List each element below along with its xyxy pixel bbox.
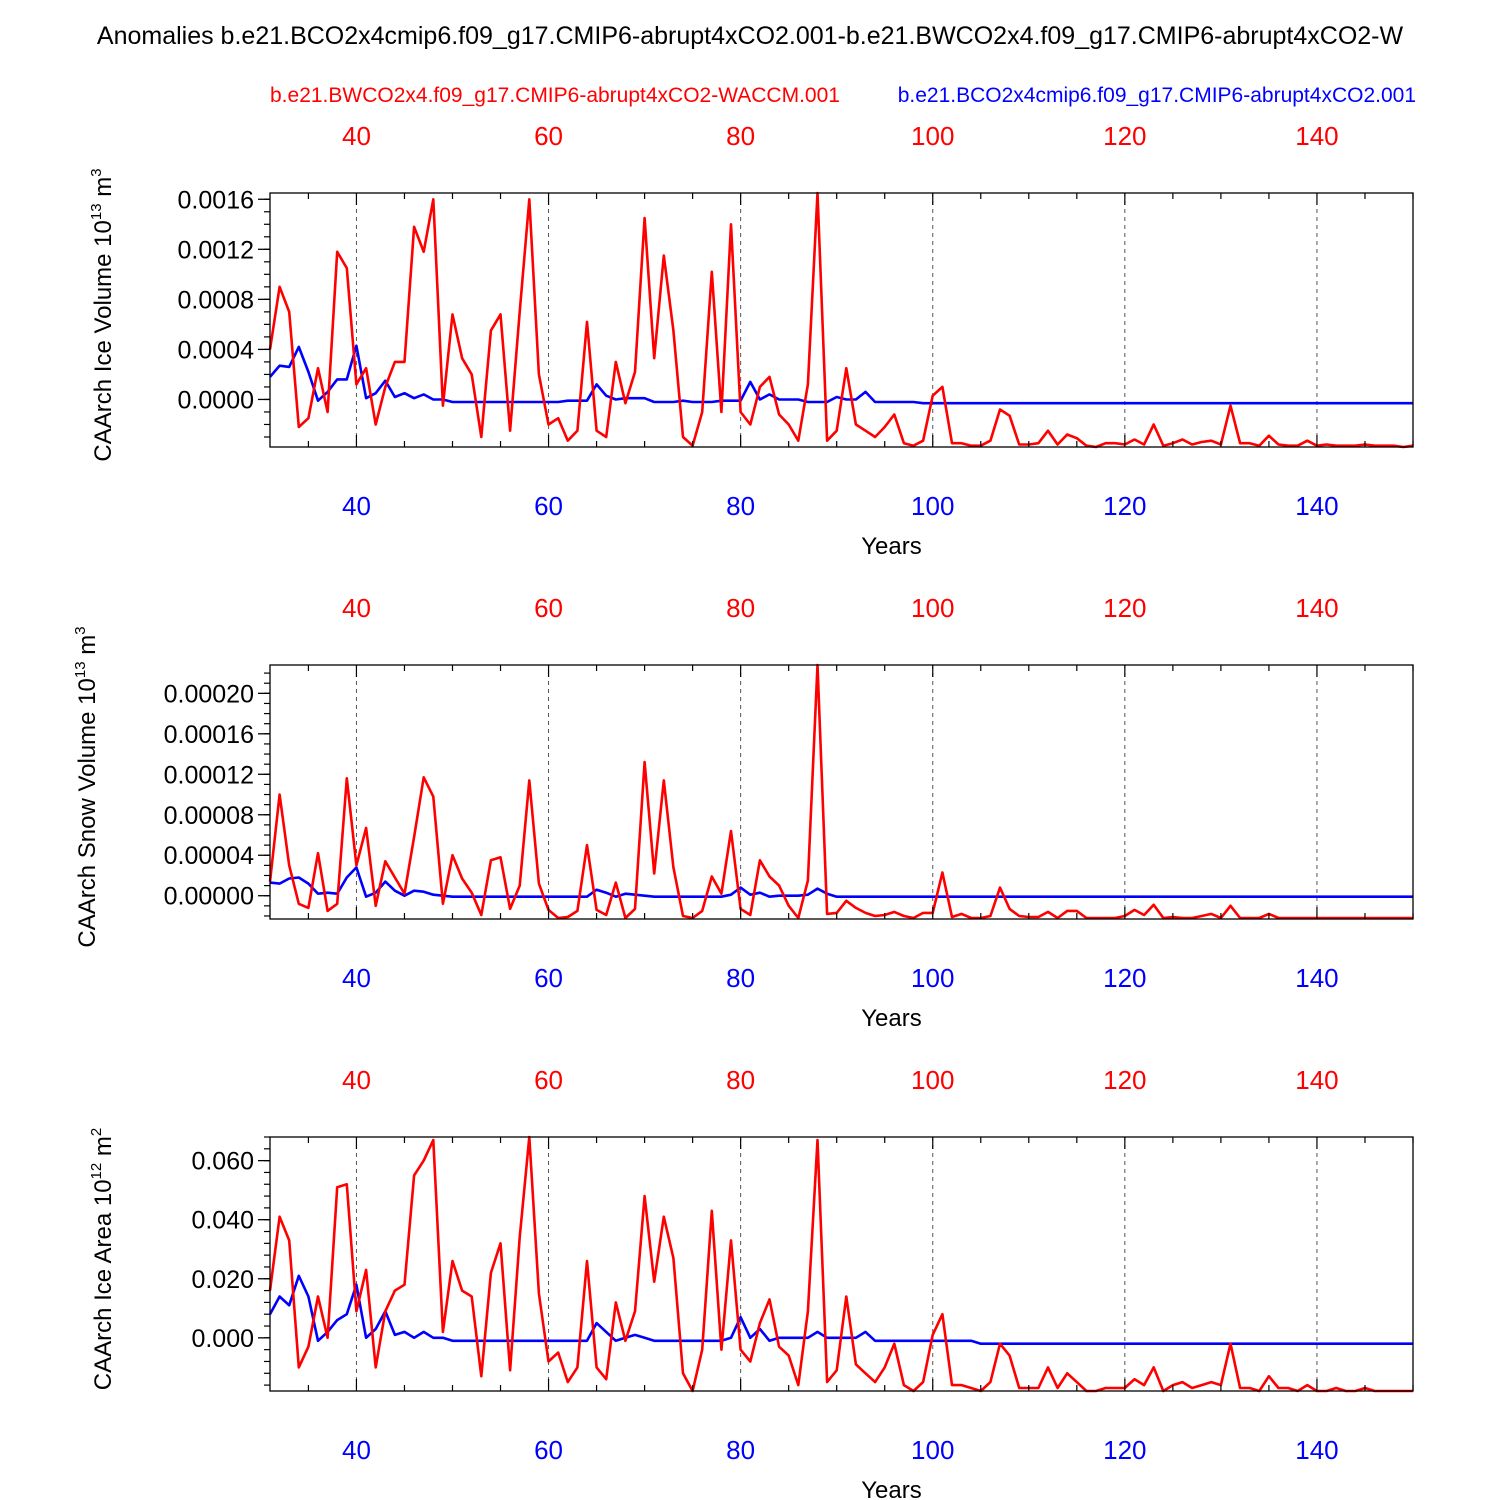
x-tick-label-bottom: 100: [911, 491, 954, 521]
y-tick-label: 0.0016: [178, 186, 254, 214]
x-tick-label-top: 40: [342, 121, 371, 151]
y-axis-title-superscript: 13: [88, 203, 105, 220]
series-line-red: [268, 191, 1414, 449]
y-tick-label: 0.00016: [164, 721, 254, 749]
x-tick-label-bottom: 60: [534, 1435, 563, 1465]
y-tick-label: 0.00012: [164, 761, 254, 789]
x-tick-label-top: 80: [726, 121, 755, 151]
x-tick-label-bottom: 40: [342, 963, 371, 993]
x-tick-label-bottom: 140: [1295, 491, 1338, 521]
x-tick-label-bottom: 60: [534, 491, 563, 521]
legend-red-label: b.e21.BWCO2x4.f09_g17.CMIP6-abrupt4xCO2-…: [270, 84, 840, 107]
y-tick-label: 0.060: [191, 1148, 254, 1176]
x-tick-label-top: 60: [534, 593, 563, 623]
x-tick-label-bottom: 120: [1103, 1435, 1146, 1465]
x-tick-label-bottom: 140: [1295, 963, 1338, 993]
x-tick-label-bottom: 80: [726, 963, 755, 993]
x-tick-label-bottom: 100: [911, 963, 954, 993]
y-axis-title: CAArch Snow Volume 1013 m3: [72, 626, 101, 947]
y-tick-label: 0.00000: [164, 883, 254, 911]
panel-3: 0.000 0.020 0.040 0.060 40 40 60 60 80 80 100 100 12…: [88, 1065, 1414, 1500]
x-tick-label-top: 60: [534, 121, 563, 151]
x-tick-label-bottom: 100: [911, 1435, 954, 1465]
y-axis-title-part: CAArch Ice Volume 10: [90, 220, 117, 461]
x-tick-label-bottom: 40: [342, 1435, 371, 1465]
legend-blue-label: b.e21.BCO2x4cmip6.f09_g17.CMIP6-abrupt4x…: [898, 84, 1416, 107]
y-axis-title-part: m: [90, 1136, 117, 1163]
plot-frame: [269, 1136, 1414, 1392]
x-tick-label-top: 120: [1103, 593, 1146, 623]
x-tick-label-top: 140: [1295, 1065, 1338, 1095]
x-tick-label-top: 60: [534, 1065, 563, 1095]
y-tick-label: 0.00008: [164, 802, 254, 830]
y-axis-title: CAArch Ice Area 1012 m2: [88, 1128, 117, 1390]
plot-frame: [269, 664, 1414, 920]
y-tick-label: 0.0008: [178, 286, 254, 314]
y-axis-title-superscript: 13: [72, 661, 89, 678]
y-tick-label: 0.00004: [164, 842, 254, 870]
y-axis-title: CAArch Ice Volume 1013 m3: [88, 168, 117, 461]
panel-2: 0.00000 0.00004 0.00008 0.00012 0.00016 0.000…: [72, 593, 1414, 1032]
y-axis-title-superscript: 3: [72, 626, 89, 634]
y-axis-title-superscript: 3: [88, 168, 105, 176]
y-tick-label: 0.0012: [178, 236, 254, 264]
series-line-red: [268, 663, 1413, 920]
x-tick-label-top: 100: [911, 121, 954, 151]
x-tick-label-top: 120: [1103, 121, 1146, 151]
x-tick-label-top: 80: [726, 1065, 755, 1095]
x-tick-label-bottom: 60: [534, 963, 563, 993]
y-tick-label: 0.020: [191, 1266, 254, 1294]
y-axis-title-superscript: 12: [88, 1163, 105, 1180]
x-axis-title: Years: [861, 533, 922, 560]
y-axis-title-part: CAArch Snow Volume 10: [74, 678, 101, 947]
x-tick-label-top: 80: [726, 593, 755, 623]
y-axis-title-part: m: [74, 635, 101, 662]
x-tick-label-bottom: 120: [1103, 963, 1146, 993]
x-tick-label-top: 40: [342, 1065, 371, 1095]
y-tick-label: 0.000: [191, 1325, 254, 1353]
x-axis-title: Years: [861, 1005, 922, 1032]
y-tick-label: 0.00020: [164, 680, 254, 708]
x-tick-label-top: 100: [911, 593, 954, 623]
x-tick-label-bottom: 80: [726, 491, 755, 521]
series-line-blue: [269, 866, 1413, 899]
x-tick-label-bottom: 80: [726, 1435, 755, 1465]
x-tick-label-top: 100: [911, 1065, 954, 1095]
plot-frame: [269, 192, 1414, 448]
y-axis-title-superscript: 2: [88, 1128, 105, 1136]
y-axis-title-part: CAArch Ice Area 10: [90, 1179, 117, 1390]
x-tick-label-top: 120: [1103, 1065, 1146, 1095]
x-tick-label-top: 40: [342, 593, 371, 623]
x-tick-label-bottom: 140: [1295, 1435, 1338, 1465]
page-title: Anomalies b.e21.BCO2x4cmip6.f09_g17.CMIP…: [97, 22, 1404, 50]
panel-1: 0.0000 0.0004 0.0008 0.0012 0.0016 40 40 60 60 80…: [88, 121, 1414, 560]
y-axis-title-part: m: [90, 177, 117, 204]
x-tick-label-top: 140: [1295, 593, 1338, 623]
x-tick-label-top: 140: [1295, 121, 1338, 151]
x-tick-label-bottom: 40: [342, 491, 371, 521]
y-tick-label: 0.0004: [178, 336, 255, 364]
x-axis-title: Years: [861, 1477, 922, 1500]
x-tick-label-bottom: 120: [1103, 491, 1146, 521]
series-line-red: [268, 1135, 1413, 1393]
y-tick-label: 0.0000: [178, 386, 254, 414]
y-tick-label: 0.040: [191, 1207, 254, 1235]
